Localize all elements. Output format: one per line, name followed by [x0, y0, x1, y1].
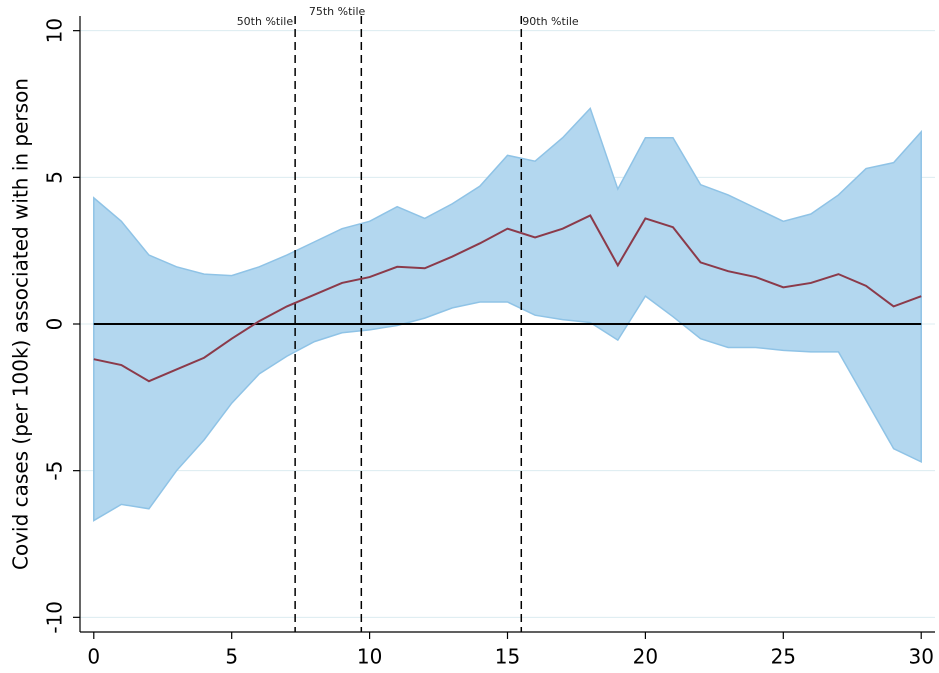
- y-tick-label: 10: [43, 18, 67, 43]
- y-tick-label: -10: [43, 601, 67, 634]
- reference-label: 90th %tile: [522, 15, 579, 28]
- x-tick-label: 20: [633, 645, 658, 669]
- y-tick-label: 5: [43, 171, 67, 184]
- y-axis-title: Covid cases (per 100k) associated with i…: [9, 78, 33, 570]
- confidence-band: [93, 106, 922, 522]
- reference-label: 75th %tile: [309, 5, 366, 18]
- x-tick-label: 10: [357, 645, 382, 669]
- reference-label: 50th %tile: [237, 15, 294, 28]
- y-tick-label: 0: [43, 318, 67, 331]
- x-tick-label: 0: [87, 645, 100, 669]
- y-tick-label: -5: [43, 461, 67, 481]
- x-tick-label: 15: [495, 645, 520, 669]
- x-tick-label: 30: [908, 645, 933, 669]
- estimate-line: [93, 214, 922, 383]
- x-tick-label: 25: [771, 645, 796, 669]
- x-tick-label: 5: [225, 645, 238, 669]
